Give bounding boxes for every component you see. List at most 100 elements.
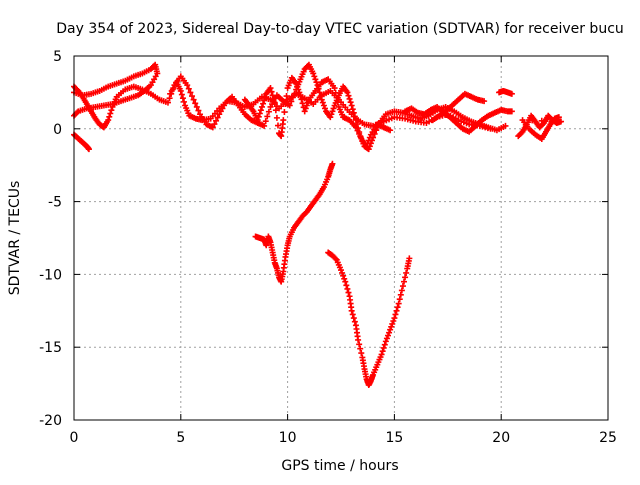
data-point [269,92,276,99]
data-point [108,107,115,114]
data-point [395,300,402,307]
data-point [390,317,397,324]
data-point [296,89,303,96]
data-point [262,118,269,125]
data-point [190,96,197,103]
data-point [195,107,202,114]
data-point [487,125,494,132]
data-point [364,140,371,147]
data-point [334,99,341,106]
data-point [192,100,199,107]
data-point [402,274,409,281]
data-point [349,106,356,113]
series-sdtvar-late-trace [515,112,565,142]
data-point [401,278,408,285]
data-point [330,105,337,112]
data-point [392,311,399,318]
series-sdtvar-dip-1 [252,160,336,285]
data-point [213,117,220,124]
data-point [365,137,372,144]
data-point [381,341,388,348]
data-point [352,124,359,131]
tick-marks: 0 5 10 15 20 25 5 0 -5 -10 -15 -20 [39,49,617,446]
data-point [358,350,365,357]
data-point [406,255,413,262]
data-point [311,73,318,80]
data-point [211,121,218,128]
data-point [85,146,92,153]
y-tick-label: -15 [39,340,62,356]
data-point [185,85,192,92]
data-point [386,329,393,336]
data-point [348,102,355,109]
data-point [271,99,278,106]
data-point [187,89,194,96]
data-point [105,117,112,124]
data-point [209,124,216,131]
data-point [529,117,536,124]
data-point [350,315,357,322]
data-point [508,90,515,97]
data-point [297,92,304,99]
data-point [391,315,398,322]
data-point [313,79,320,86]
data-point [346,95,353,102]
data-point [508,108,515,115]
data-point [258,103,265,110]
data-point [339,269,346,276]
data-point [388,323,395,330]
y-tick-label: -20 [39,413,62,429]
series-sdtvar-early-negative [71,131,92,153]
data-point [538,117,545,124]
data-point [261,97,268,104]
data-point [260,100,267,107]
data-point [184,82,191,89]
chart-title: Day 354 of 2023, Sidereal Day-to-day VTE… [56,21,624,37]
data-point [558,118,565,125]
data-point [396,296,403,303]
series-sdtvar-upper-trace-e [402,103,515,135]
data-point [72,111,79,118]
x-tick-label: 15 [385,430,403,446]
x-tick-label: 10 [279,430,297,446]
data-point [282,101,289,108]
data-point [301,108,308,115]
data-point [345,92,352,99]
data-point [389,320,396,327]
data-point [340,272,347,279]
data-point [394,304,401,311]
data-point [387,127,394,134]
data-point [393,307,400,314]
x-tick-label: 25 [599,430,617,446]
data-point [164,99,171,106]
y-tick-label: 5 [53,49,62,65]
data-point [555,114,562,121]
data-point [283,93,290,100]
series-sdtvar-dip-2 [325,249,413,389]
data-point [310,70,317,77]
data-point [262,94,269,101]
data-point [351,318,358,325]
series-sdtvar-upper-trace-f [429,90,488,124]
data-point [265,108,272,115]
data-point [321,105,328,112]
data-point [329,160,336,167]
data-point [177,87,184,94]
data-point [403,269,410,276]
data-point [387,326,394,333]
data-point [398,287,405,294]
data-point [193,103,200,110]
data-point [299,100,306,107]
data-point [274,122,281,129]
data-point [304,99,311,106]
data-point [383,335,390,342]
data-point [303,102,310,109]
data-point [214,114,221,121]
data-point [319,99,326,106]
data-point [348,307,355,314]
series-sdtvar-upper-trace-d [241,74,394,150]
data-points [71,61,565,389]
data-point [363,143,370,150]
